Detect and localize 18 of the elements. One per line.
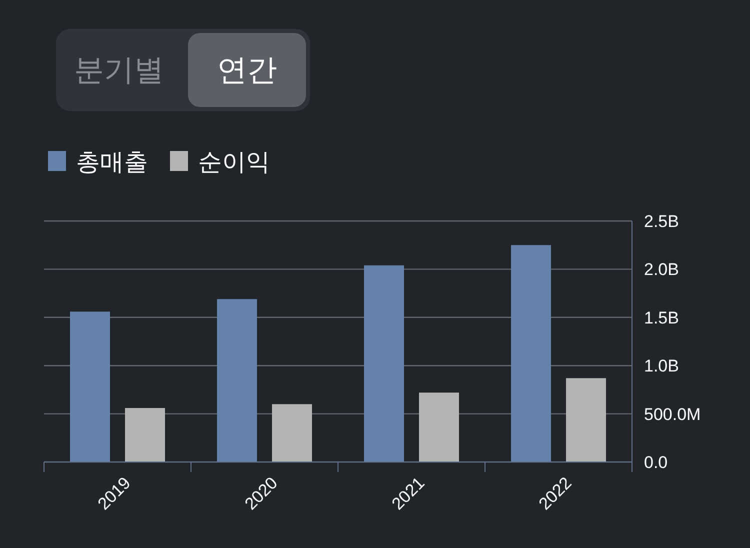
bar	[566, 378, 606, 462]
y-tick-label: 1.0B	[644, 356, 679, 376]
bar	[217, 299, 257, 462]
bar	[364, 265, 404, 462]
bar	[272, 404, 312, 462]
y-tick-label: 500.0M	[644, 404, 701, 424]
y-tick-label: 1.5B	[644, 308, 679, 328]
y-tick-label: 2.5B	[644, 212, 679, 231]
text: 분기별	[74, 54, 164, 87]
legend-label: 총매출	[76, 149, 148, 176]
bar	[511, 245, 551, 462]
text: 연간	[217, 54, 277, 87]
bar	[419, 392, 459, 462]
bar	[70, 312, 110, 462]
bar	[125, 408, 165, 462]
y-tick-label: 2.0B	[644, 260, 679, 280]
legend-label: 순이익	[198, 149, 270, 176]
y-tick-label: 0.0	[644, 453, 668, 472]
